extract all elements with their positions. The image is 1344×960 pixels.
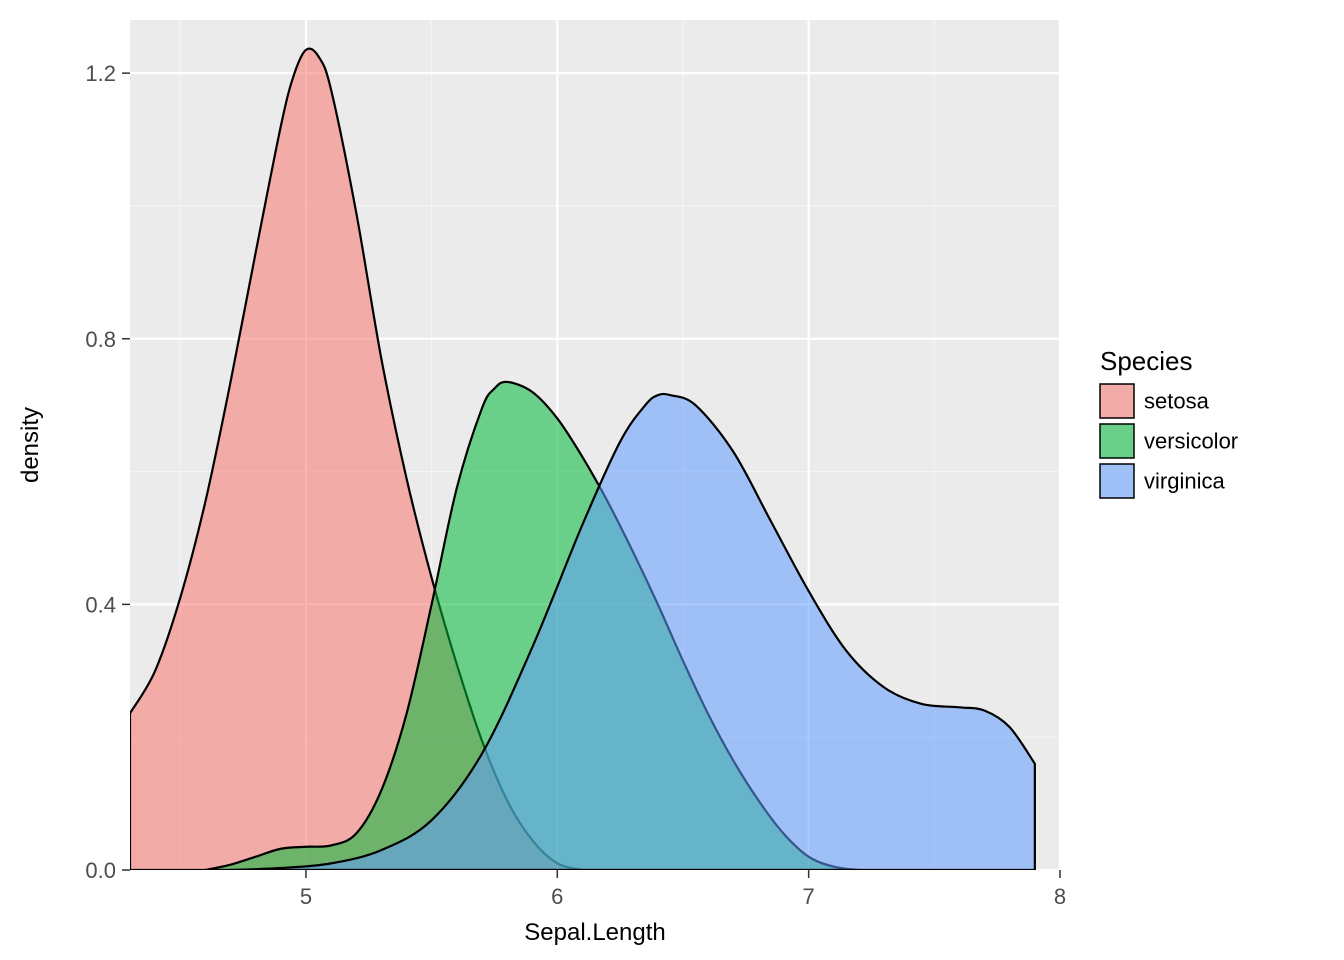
legend-title: Species (1100, 346, 1193, 376)
legend: Species setosa versicolor virginica (1100, 346, 1238, 498)
legend-swatch (1100, 464, 1134, 498)
x-tick-label: 7 (803, 884, 815, 909)
legend-label: virginica (1144, 468, 1225, 493)
x-tick-label: 5 (300, 884, 312, 909)
y-axis-label: density (17, 407, 44, 483)
y-tick-label: 0.4 (85, 592, 116, 617)
x-tick-label: 8 (1054, 884, 1066, 909)
y-tick-label: 1.2 (85, 61, 116, 86)
legend-swatch (1100, 424, 1134, 458)
x-axis-label: Sepal.Length (524, 919, 665, 946)
density-chart: 5 6 7 8 0.0 0.4 0.8 1.2 Sepal.Length density Speci… (0, 0, 1344, 960)
x-tick-label: 6 (551, 884, 563, 909)
legend-swatch (1100, 384, 1134, 418)
y-tick-label: 0.8 (85, 327, 116, 352)
legend-label: setosa (1144, 388, 1210, 413)
legend-label: versicolor (1144, 428, 1238, 453)
y-tick-label: 0.0 (85, 858, 116, 883)
